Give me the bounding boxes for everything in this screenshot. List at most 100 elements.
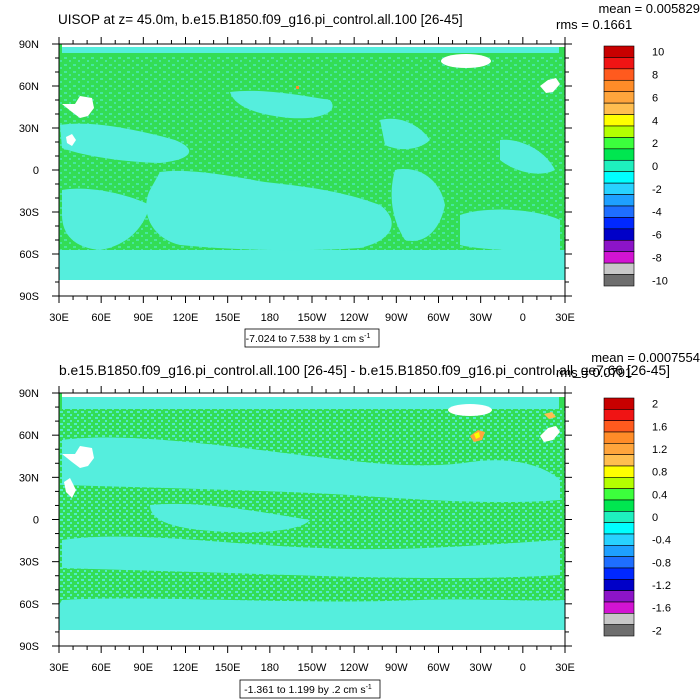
panel-2-land-mask [64, 478, 76, 498]
panel-2-land-mask [540, 426, 560, 442]
panel-2-range-label: -1.361 to 1.199 by .2 cm s-1 [239, 679, 381, 699]
colorbar-swatch [603, 590, 635, 603]
panel-1-title: UISOP at z= 45.0m, b.e15.B1850.f09_g16.p… [58, 12, 463, 27]
colorbar-swatch [603, 159, 635, 173]
x-tick-label: 90W [385, 312, 408, 324]
panel-2-positive-anomaly [474, 432, 480, 439]
colorbar-swatch [603, 579, 635, 591]
colorbar-swatch [603, 613, 635, 625]
panel-1-land-mask [540, 78, 560, 93]
y-tick-label: 30S [19, 557, 39, 569]
x-tick-label: 30E [555, 662, 575, 674]
colorbar-label: -10 [652, 275, 668, 287]
panel-2-range-text: -1.361 to 1.199 by .2 cm s-1 [244, 684, 372, 696]
y-tick-label: 0 [33, 165, 39, 177]
panel-1-orange-spot [296, 86, 299, 89]
panel-2-mean: mean = 0.0007554 [591, 350, 700, 365]
panel-1-land-mask [62, 44, 565, 47]
colorbar-swatch [603, 194, 635, 207]
panel-2-positive-anomaly [544, 412, 556, 419]
y-tick-label: 90N [19, 388, 39, 400]
y-tick-label: 60S [19, 599, 39, 611]
panel-2-axes: 30E 60E 90E 120E 150E 180 150W 120W 90W 60W 30W 0 30… [19, 386, 575, 674]
x-tick-label: 30W [469, 312, 492, 324]
colorbar-swatch [603, 114, 635, 127]
colorbar-swatch [603, 420, 635, 433]
colorbar-swatch [603, 567, 635, 580]
panel-1-arctic-cyan [62, 44, 559, 53]
y-tick-label: 60N [19, 430, 39, 442]
x-tick-label: 180 [261, 662, 279, 674]
colorbar-swatch [603, 431, 635, 444]
x-tick-label: 90W [385, 662, 408, 674]
y-tick-label: 0 [33, 515, 39, 527]
colorbar-label: 0 [652, 161, 658, 173]
panel-2-land-mask [62, 393, 565, 397]
colorbar-swatch [603, 624, 635, 637]
x-tick-label: 60E [91, 312, 111, 324]
colorbar-swatch [603, 217, 635, 230]
colorbar-label: -4 [652, 207, 662, 219]
colorbar-swatch [603, 182, 635, 195]
x-tick-label: 120W [340, 312, 369, 324]
y-tick-label: 30N [19, 123, 39, 135]
colorbar-swatch [603, 137, 635, 150]
colorbar-label: -6 [652, 230, 662, 242]
panel-1-greenland-mask [441, 54, 491, 68]
colorbar-label: 2 [652, 138, 658, 150]
colorbar-swatch [603, 556, 635, 569]
colorbar-label: -0.8 [652, 557, 671, 569]
panel-1-speckle [59, 55, 565, 280]
colorbar-swatch [603, 443, 635, 455]
x-tick-label: 60W [427, 312, 450, 324]
panel-1-range-box [244, 328, 380, 348]
colorbar-swatch [603, 533, 635, 546]
panel-1-range-main: -7.024 to 7.538 by 1 cm s [246, 333, 364, 345]
colorbar-label: 6 [652, 92, 658, 104]
panel-2-range-box [239, 679, 381, 699]
x-tick-label: 120W [340, 662, 369, 674]
panel-1-axes: 30E 60E 90E 120E 150E 180 150W 120W 90W 60W 30W 0 30… [19, 37, 575, 324]
x-tick-label: 90E [134, 312, 154, 324]
x-tick-label: 180 [261, 312, 279, 324]
panel-1-range-exp: -1 [364, 333, 370, 340]
x-tick-label: 120E [173, 662, 199, 674]
colorbar-swatch [603, 511, 635, 523]
y-tick-label: 90N [19, 39, 39, 51]
x-tick-label: 150E [215, 312, 241, 324]
panel-1-rms: rms = 0.1661 [556, 17, 632, 32]
colorbar-label: -8 [652, 252, 662, 264]
panel-2-map [58, 392, 566, 647]
panel-1-map [58, 43, 566, 297]
colorbar-label: -2 [652, 625, 662, 637]
colorbar-label: -2 [652, 184, 662, 196]
colorbar-swatch [603, 68, 635, 81]
colorbar-swatch [603, 102, 635, 115]
colorbar-swatch [603, 522, 635, 535]
panel-2-range-main: -1.361 to 1.199 by .2 cm s [244, 684, 365, 696]
x-tick-label: 30E [555, 312, 575, 324]
panel-1: UISOP at z= 45.0m, b.e15.B1850.f09_g16.p… [19, 1, 700, 348]
panel-1-range-label: -7.024 to 7.538 by 1 cm s-1 [244, 328, 380, 348]
panel-1-mean: mean = 0.005829 [598, 1, 700, 16]
colorbar-label: 1.2 [652, 444, 667, 456]
x-tick-label: 60E [91, 662, 111, 674]
x-tick-label: 150W [298, 662, 327, 674]
x-tick-label: 30W [469, 662, 492, 674]
colorbar-label: -1.6 [652, 603, 671, 615]
colorbar-label: 4 [652, 115, 658, 127]
colorbar-swatch [603, 125, 635, 138]
colorbar-swatch [603, 274, 635, 287]
colorbar-swatch [603, 545, 635, 557]
y-tick-label: 30N [19, 472, 39, 484]
x-tick-label: 30E [49, 312, 69, 324]
colorbar-swatch [603, 499, 635, 512]
x-tick-label: 0 [520, 662, 526, 674]
colorbar-label: -0.4 [652, 535, 671, 547]
y-tick-label: 90S [19, 291, 39, 303]
colorbar-swatch [603, 601, 635, 614]
colorbar-swatch [603, 251, 635, 264]
colorbar-swatch [603, 409, 635, 421]
colorbar-label: 2 [652, 399, 658, 411]
